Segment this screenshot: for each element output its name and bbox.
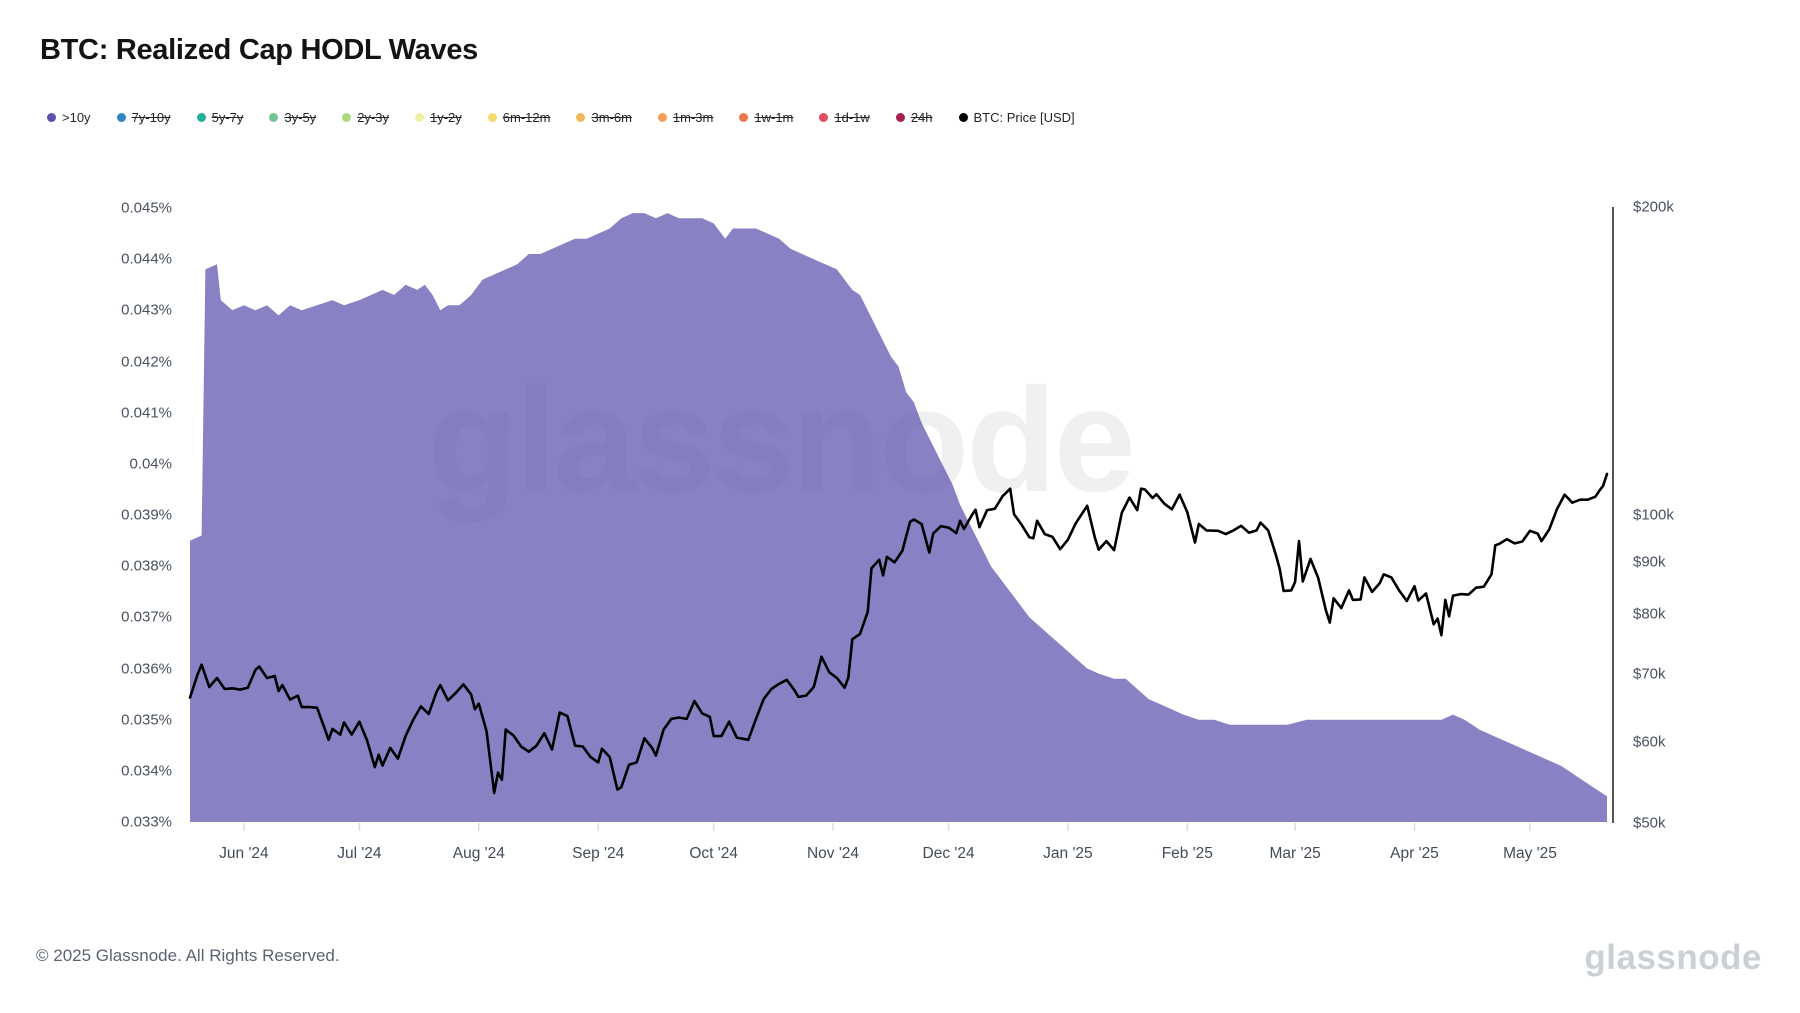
left-axis-tick-label: 0.04% [129, 455, 172, 473]
right-axis-tick-label: $200k [1633, 198, 1674, 216]
legend-label: 2y-3y [357, 110, 389, 125]
legend-dot-icon [576, 113, 586, 122]
left-axis-tick-label: 0.034% [121, 762, 172, 780]
legend-item-btc-price-usd-[interactable]: BTC: Price [USD] [958, 110, 1075, 125]
left-axis-tick-label: 0.037% [121, 608, 172, 626]
legend-dot-icon [342, 113, 352, 122]
left-axis-tick-label: 0.033% [121, 813, 172, 831]
legend-item--10y[interactable]: >10y [47, 110, 91, 125]
legend-label: 1y-2y [429, 110, 462, 125]
left-axis-tick-label: 0.043% [121, 301, 172, 319]
legend-label: 3m-6m [591, 110, 632, 125]
legend-item-3y-5y[interactable]: 3y-5y [269, 110, 316, 125]
legend-item-24h[interactable]: 24h [895, 110, 933, 125]
legend-dot-icon [657, 113, 667, 122]
copyright-text: © 2025 Glassnode. All Rights Reserved. [36, 946, 340, 965]
x-axis-tick-label: Feb '25 [1161, 845, 1213, 862]
legend-label: 5y-7y [211, 110, 244, 125]
brand-wordmark: glassnode [1584, 938, 1762, 977]
legend-item-5y-7y[interactable]: 5y-7y [196, 110, 244, 125]
x-axis-tick-label: Sep '24 [572, 845, 625, 862]
x-axis-tick-label: Jul '24 [337, 845, 382, 862]
legend-item-7y-10y[interactable]: 7y-10y [116, 110, 171, 125]
legend-label: 3y-5y [284, 110, 317, 125]
legend-item-1m-3m[interactable]: 1m-3m [657, 110, 714, 125]
legend-label: BTC: Price [USD] [973, 110, 1075, 125]
legend-dot-icon [116, 113, 126, 122]
legend-label: 6m-12m [502, 110, 551, 125]
right-axis-tick-label: $60k [1633, 733, 1666, 751]
legend-dot-icon [958, 113, 968, 122]
left-axis-tick-label: 0.044% [121, 250, 172, 268]
plot-area[interactable] [190, 207, 1613, 823]
legend-label: >10y [62, 110, 91, 125]
x-axis-tick-label: May '25 [1503, 845, 1557, 862]
right-axis-tick-label: $70k [1633, 665, 1666, 682]
left-axis-tick-label: 0.041% [121, 404, 172, 422]
x-axis-tick-label: Jan '25 [1043, 845, 1093, 862]
legend: >10y 7y-10y 5y-7y 3y-5y 2y-3y 1y-2y 6m-12m 3m-6… [47, 110, 1075, 125]
legend-item-1d-1w[interactable]: 1d-1w [819, 110, 870, 125]
x-axis-tick-label: Nov '24 [806, 845, 860, 862]
legend-item-3m-6m[interactable]: 3m-6m [576, 110, 632, 125]
page-title: BTC: Realized Cap HODL Waves [40, 34, 478, 66]
x-axis-tick-label: Oct '24 [689, 845, 738, 862]
x-axis-tick-label: Jun '24 [219, 845, 269, 862]
legend-dot-icon [487, 113, 497, 122]
legend-dot-icon [414, 113, 424, 122]
btc-price-line [188, 472, 1609, 795]
legend-dot-icon [739, 113, 749, 122]
x-axis-tick-label: Aug '24 [452, 845, 505, 862]
legend-item-1w-1m[interactable]: 1w-1m [739, 110, 793, 125]
left-axis-tick-label: 0.036% [121, 660, 172, 677]
legend-dot-icon [895, 113, 905, 122]
legend-dot-icon [819, 113, 829, 122]
right-axis-tick-label: $80k [1633, 605, 1666, 623]
legend-label: 1w-1m [754, 110, 794, 125]
left-axis-tick-label: 0.042% [121, 353, 172, 370]
x-axis-tick-label: Mar '25 [1269, 845, 1321, 862]
legend-label: 1d-1w [834, 110, 870, 125]
left-axis-tick-label: 0.038% [121, 557, 172, 575]
right-axis-tick-label: $90k [1633, 553, 1666, 571]
legend-item-2y-3y[interactable]: 2y-3y [342, 110, 389, 125]
left-axis-tick-label: 0.039% [121, 506, 172, 524]
left-axis-tick-label: 0.035% [121, 711, 172, 729]
x-axis-tick-label: Apr '25 [1390, 845, 1439, 862]
legend-label: 7y-10y [131, 110, 171, 125]
legend-dot-icon [196, 113, 206, 122]
right-axis-tick-label: $50k [1633, 814, 1666, 832]
legend-dot-icon [47, 113, 56, 122]
right-axis-tick-label: $100k [1633, 506, 1674, 524]
legend-item-6m-12m[interactable]: 6m-12m [487, 110, 551, 125]
hodl-wave-area [190, 213, 1607, 823]
x-axis-tick-label: Dec '24 [922, 845, 975, 862]
left-axis-tick-label: 0.045% [121, 199, 172, 217]
legend-dot-icon [269, 113, 279, 122]
legend-item-1y-2y[interactable]: 1y-2y [414, 110, 462, 125]
x-axis-ticks [243, 823, 1531, 831]
legend-label: 1m-3m [672, 110, 714, 125]
legend-label: 24h [910, 110, 933, 125]
